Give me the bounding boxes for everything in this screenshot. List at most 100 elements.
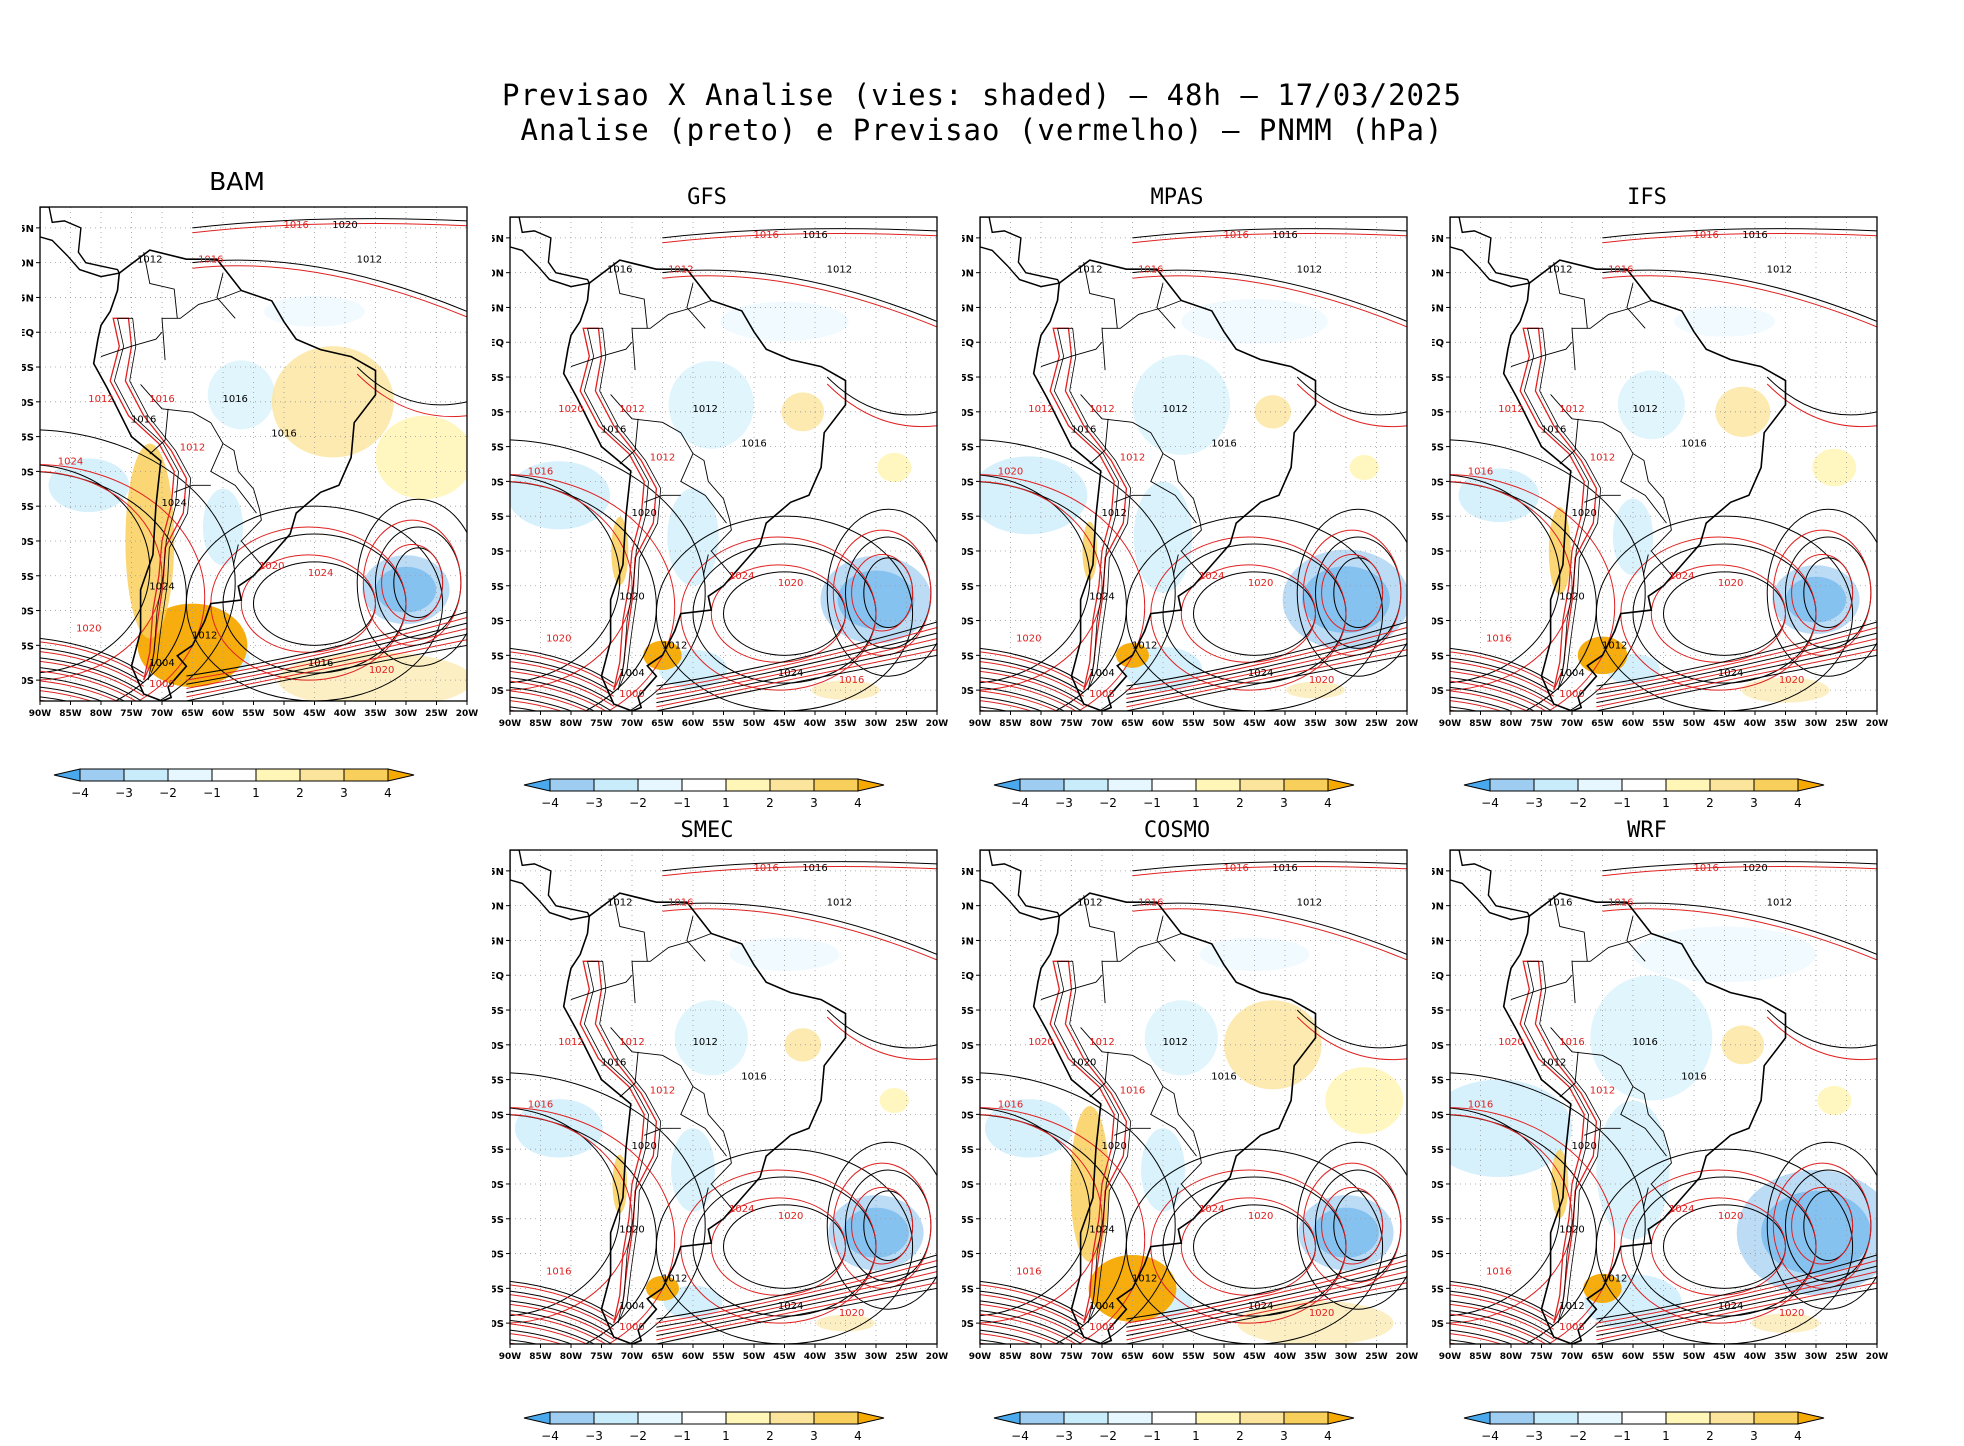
contour-label: 1012 — [357, 255, 382, 266]
colorbar-segment — [1239, 1411, 1285, 1425]
bias-shade-2 — [207, 360, 275, 430]
map-plot: 1016 1016 1012 1016 1012 1012 1012 1012 1016 1012… — [1432, 216, 1888, 729]
isobar-north — [662, 865, 937, 877]
coastline-central-america — [510, 217, 591, 288]
colorbar-tick-label: 2 — [1706, 1429, 1714, 1443]
lat-tick-label: 30S — [962, 1180, 974, 1191]
forecast-isobar — [240, 554, 376, 653]
colorbar-tick-label: 4 — [854, 796, 862, 810]
contour-label: 1020 — [1309, 675, 1334, 686]
isobar-east — [1296, 1009, 1407, 1049]
coastline-south-america — [1032, 892, 1317, 1344]
lon-tick-label: 60W — [1622, 1352, 1645, 1362]
contour-label: 1012 — [1602, 1273, 1627, 1284]
isobar-south — [656, 1254, 937, 1320]
analysis-isobar — [510, 1300, 614, 1337]
lat-tick-label: 15S — [1432, 443, 1444, 454]
country-border — [1620, 1086, 1667, 1157]
lon-tick-label: 45W — [1713, 719, 1736, 729]
lat-tick-label: EQ — [962, 971, 974, 982]
lon-tick-label: 25W — [425, 709, 448, 719]
isobar-south — [656, 638, 937, 699]
country-border — [1550, 394, 1674, 577]
bias-shade-11 — [1325, 1067, 1404, 1134]
forecast-isobar — [510, 1107, 676, 1344]
forecast-isobar — [40, 464, 206, 701]
contour-label: 1012 — [662, 1273, 687, 1284]
country-border — [1559, 1051, 1579, 1098]
isobar-north — [662, 228, 937, 239]
lat-tick-label: 45S — [1432, 1284, 1444, 1295]
lat-tick-label: 5N — [962, 936, 974, 947]
isobar-east — [356, 373, 467, 418]
lon-tick-label: 55W — [1182, 719, 1205, 729]
lat-tick-label: 40S — [22, 607, 34, 618]
colorbar-tick-label: 1 — [1662, 1429, 1670, 1443]
contour-label: 1012 — [1120, 453, 1145, 464]
country-border — [1584, 494, 1621, 503]
country-border — [1083, 262, 1118, 329]
analysis-isobar — [1125, 1148, 1384, 1344]
colorbar-tick-label: −1 — [203, 786, 221, 800]
contour-label: 1020 — [546, 633, 571, 644]
forecast-isobar — [980, 1333, 1033, 1344]
lat-tick-label: 15S — [22, 433, 34, 444]
analysis-isobar — [1766, 1141, 1877, 1310]
colorbar-segment — [1239, 778, 1285, 792]
country-border — [1040, 341, 1103, 368]
lat-tick-label: 15N — [962, 867, 974, 878]
contour-label: 1020 — [998, 466, 1023, 477]
colorbar-segment — [1753, 778, 1799, 792]
forecast-isobar — [832, 1162, 932, 1289]
country-border — [1642, 554, 1649, 576]
analysis-isobar — [40, 696, 69, 701]
isobar-north — [1132, 902, 1407, 955]
bias-shade-1 — [1282, 549, 1407, 650]
lat-tick-label: 5N — [1432, 303, 1444, 314]
lon-tick-label: 90W — [1439, 719, 1462, 729]
country-border — [570, 341, 633, 368]
isobar-south — [1126, 1254, 1407, 1320]
isobar-east — [356, 366, 467, 406]
lat-tick-label: 15S — [962, 443, 974, 454]
forecast-isobar — [980, 1323, 1059, 1344]
country-border — [1584, 1127, 1621, 1136]
analysis-isobar — [510, 1329, 573, 1344]
analysis-isobar — [510, 657, 614, 694]
colorbar-tick-label: 4 — [1794, 1429, 1802, 1443]
isobar-south — [656, 1271, 937, 1332]
map-panel-cosmo: COSMO 1016 1016 1012 1016 1012 1012 1012 1016 101… — [962, 810, 1418, 1362]
coastline-south-america — [1032, 259, 1317, 711]
bias-shade-11 — [877, 452, 912, 483]
country-border — [1550, 1027, 1674, 1210]
contour-label: 1024 — [161, 498, 186, 509]
isobar-east — [1766, 376, 1877, 416]
lon-tick-label: 50W — [1213, 719, 1236, 729]
country-border — [631, 933, 712, 1004]
analysis-isobar — [980, 1290, 1084, 1327]
contour-label: 1016 — [839, 675, 864, 686]
forecast-isobar — [510, 690, 589, 711]
contour-label: 1020 — [839, 1308, 864, 1319]
lon-tick-label: 50W — [743, 1352, 766, 1362]
colorbar-segment — [1577, 778, 1623, 792]
isobar-south — [186, 617, 467, 681]
analysis-isobar — [40, 637, 144, 674]
lon-tick-label: 35W — [1304, 719, 1327, 729]
contour-label: 1016 — [1071, 425, 1096, 436]
analysis-isobar — [980, 474, 1091, 684]
analysis-isobar — [1595, 1148, 1854, 1344]
forecast-isobar — [1180, 564, 1316, 663]
colorbar-segment — [769, 778, 815, 792]
lon-tick-label: 65W — [181, 709, 204, 719]
colorbar-segment — [1151, 778, 1197, 792]
map-panel-gfs: GFS 1016 1016 1016 1012 1012 1012 1012 1012 1016 1… — [492, 177, 948, 729]
isobar-east — [826, 383, 937, 428]
isobar-north — [662, 902, 937, 955]
isobar-south — [1126, 638, 1407, 699]
colorbar-tick-label: −4 — [1011, 1429, 1029, 1443]
lon-tick-label: 35W — [1304, 1352, 1327, 1362]
bias-shade-4 — [48, 458, 130, 513]
country-border — [680, 1086, 727, 1157]
contour-label: 1016 — [753, 230, 778, 241]
